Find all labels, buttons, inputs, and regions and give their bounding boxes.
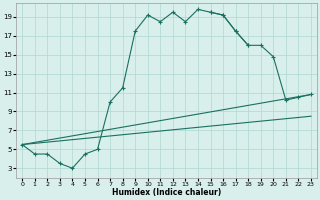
X-axis label: Humidex (Indice chaleur): Humidex (Indice chaleur) [112, 188, 221, 197]
